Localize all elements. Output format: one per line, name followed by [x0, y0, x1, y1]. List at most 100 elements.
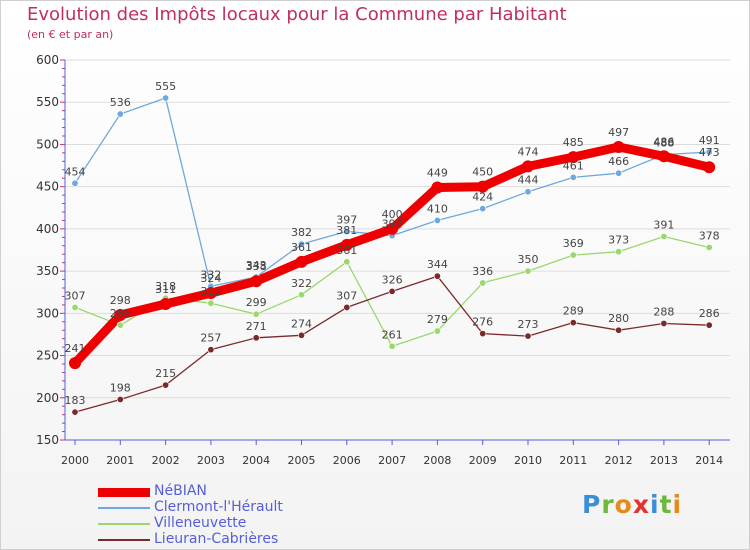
data-label-lieuran-cabrieres: 215 — [155, 367, 176, 380]
logo-letter: i — [650, 490, 660, 519]
data-label-villeneuvette: 286 — [110, 307, 131, 320]
data-label-nebian: 311 — [155, 283, 176, 296]
data-label-nebian: 241 — [65, 342, 86, 355]
data-label-lieuran-cabrieres: 257 — [200, 332, 221, 345]
data-point-villeneuvette — [479, 279, 487, 287]
legend-label: Lieuran-Cabrières — [154, 531, 279, 547]
data-label-villeneuvette: 261 — [382, 328, 403, 341]
data-point-clermont-l-herault — [433, 216, 441, 224]
data-label-clermont-l-herault: 555 — [155, 80, 176, 93]
data-label-nebian: 497 — [608, 126, 629, 139]
data-label-lieuran-cabrieres: 286 — [699, 307, 720, 320]
data-point-lieuran-cabrieres — [297, 331, 305, 339]
data-label-nebian: 338 — [246, 260, 267, 273]
data-label-nebian: 474 — [518, 145, 539, 158]
data-point-nebian — [703, 161, 716, 174]
data-point-lieuran-cabrieres — [252, 334, 260, 342]
data-label-clermont-l-herault: 382 — [291, 226, 312, 239]
x-tick-label: 2001 — [106, 454, 134, 467]
legend-swatch — [98, 523, 150, 525]
data-point-villeneuvette — [252, 310, 260, 318]
y-tick-label: 150 — [36, 433, 59, 447]
data-label-villeneuvette: 336 — [472, 265, 493, 278]
data-label-lieuran-cabrieres: 288 — [653, 305, 674, 318]
data-label-villeneuvette: 361 — [336, 244, 357, 257]
x-tick-label: 2002 — [152, 454, 180, 467]
data-point-nebian — [431, 181, 444, 194]
data-point-nebian — [476, 180, 489, 193]
data-label-villeneuvette: 373 — [608, 234, 629, 247]
y-tick-label: 450 — [36, 180, 59, 194]
data-label-lieuran-cabrieres: 198 — [110, 381, 131, 394]
data-point-clermont-l-herault — [705, 148, 713, 156]
data-label-villeneuvette: 350 — [518, 253, 539, 266]
data-point-clermont-l-herault — [71, 179, 79, 187]
data-label-nebian: 473 — [699, 146, 720, 159]
data-label-clermont-l-herault: 536 — [110, 96, 131, 109]
data-label-villeneuvette: 378 — [699, 229, 720, 242]
x-tick-label: 2007 — [378, 454, 406, 467]
data-label-clermont-l-herault: 488 — [653, 137, 674, 150]
data-label-nebian: 324 — [200, 272, 221, 285]
data-point-nebian — [567, 151, 580, 164]
data-label-nebian: 449 — [427, 167, 448, 180]
data-label-nebian: 400 — [382, 208, 403, 221]
data-point-lieuran-cabrieres — [705, 321, 713, 329]
data-point-lieuran-cabrieres — [615, 326, 623, 334]
legend-swatch — [98, 487, 150, 497]
data-point-lieuran-cabrieres — [660, 319, 668, 327]
logo-letter: x — [632, 490, 650, 519]
data-point-clermont-l-herault — [524, 188, 532, 196]
x-tick-label: 2011 — [559, 454, 587, 467]
data-label-clermont-l-herault: 392 — [382, 218, 403, 231]
data-point-nebian — [295, 255, 308, 268]
legend-label: Villeneuvette — [154, 515, 247, 531]
x-tick-label: 2004 — [242, 454, 270, 467]
data-label-nebian: 485 — [563, 136, 584, 149]
legend-label: NéBIAN — [154, 483, 207, 499]
data-point-villeneuvette — [207, 299, 215, 307]
data-label-clermont-l-herault: 444 — [518, 174, 539, 187]
x-tick-label: 2010 — [514, 454, 542, 467]
axes: 150 200 250 300 350 400 450 500 550 600 2000 2001 20… — [36, 53, 730, 467]
data-label-clermont-l-herault: 424 — [472, 191, 493, 204]
data-label-lieuran-cabrieres: 289 — [563, 305, 584, 318]
data-label-lieuran-cabrieres: 344 — [427, 258, 448, 271]
data-label-nebian: 486 — [653, 135, 674, 148]
series-points — [69, 94, 716, 416]
logo-letter: i — [672, 490, 683, 519]
x-tick-label: 2012 — [605, 454, 633, 467]
data-point-villeneuvette — [660, 232, 668, 240]
data-point-lieuran-cabrieres — [569, 319, 577, 327]
data-point-nebian — [340, 238, 353, 251]
x-tick-label: 2009 — [469, 454, 497, 467]
y-tick-label: 400 — [36, 222, 59, 236]
chart-subtitle: (en € et par an) — [27, 28, 114, 41]
data-label-lieuran-cabrieres: 276 — [472, 316, 493, 329]
data-point-nebian — [250, 275, 263, 288]
data-point-villeneuvette — [433, 327, 441, 335]
data-point-lieuran-cabrieres — [71, 408, 79, 416]
legend-swatch — [98, 539, 150, 541]
x-tick-label: 2008 — [423, 454, 451, 467]
data-point-nebian — [204, 287, 217, 300]
y-tick-label: 600 — [36, 53, 59, 67]
logo-letter: r — [601, 490, 615, 519]
data-point-nebian — [386, 222, 399, 235]
data-label-villeneuvette: 279 — [427, 313, 448, 326]
data-point-villeneuvette — [343, 258, 351, 266]
data-point-lieuran-cabrieres — [162, 381, 170, 389]
data-label-villeneuvette: 391 — [653, 218, 674, 231]
data-point-villeneuvette — [116, 321, 124, 329]
gridlines — [65, 59, 730, 399]
y-tick-label: 550 — [36, 95, 59, 109]
y-tick-label: 300 — [36, 306, 59, 320]
data-point-nebian — [69, 357, 81, 370]
data-point-villeneuvette — [615, 248, 623, 256]
data-point-clermont-l-herault — [116, 110, 124, 118]
data-label-villeneuvette: 312 — [200, 285, 221, 298]
data-label-lieuran-cabrieres: 326 — [382, 273, 403, 286]
logo-letter: P — [582, 490, 602, 519]
data-label-clermont-l-herault: 343 — [246, 259, 267, 272]
data-point-lieuran-cabrieres — [388, 287, 396, 295]
